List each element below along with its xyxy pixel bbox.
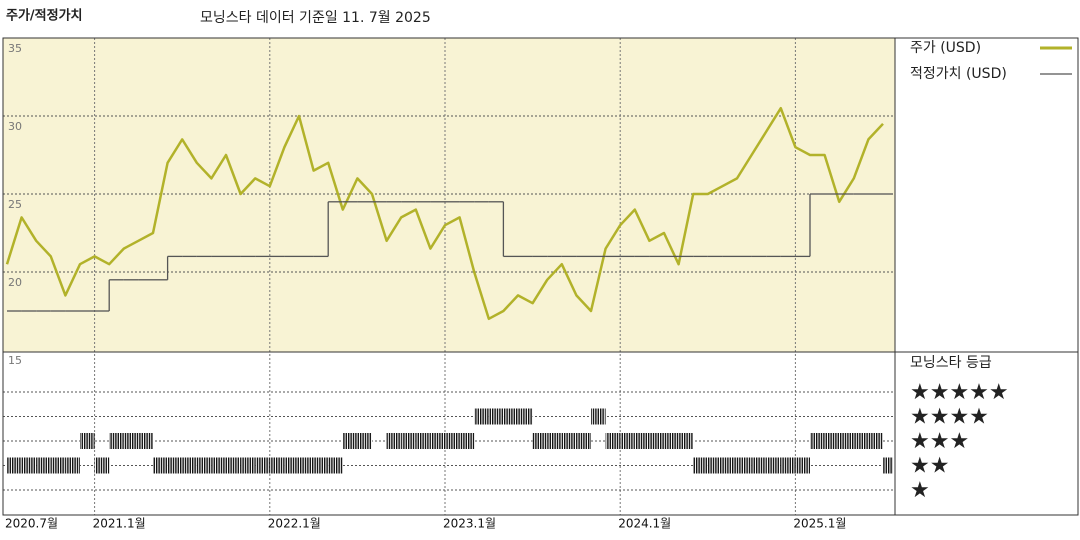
rating-bar [109,433,124,449]
chart-title: 주가/적정가치 [6,8,83,24]
x-tick-label: 2021.1월 [93,517,146,531]
rating-bar [503,408,518,425]
rating-label: ★ [910,478,930,503]
legend-label: 적정가치 (USD) [910,66,1007,82]
rating-bar [269,457,285,474]
rating-bar [386,433,402,449]
rating-bar [853,433,869,449]
rating-bar [415,433,431,449]
rating-bar [21,457,37,474]
y-tick-label: 35 [8,42,22,55]
rating-label: ★★★ [910,429,969,454]
rating-bar [167,457,183,474]
y-tick-label: 20 [8,276,22,289]
rating-label: ★★ [910,454,949,479]
rating-bar [430,433,445,449]
rating-bar [883,457,893,474]
rating-bar [649,433,664,449]
rating-bar [722,457,737,474]
rating-bar [459,433,475,449]
rating-bar [707,457,723,474]
rating-bar [605,433,621,449]
rating-bar [737,457,752,474]
rating-bar [576,433,591,449]
rating-bar [80,433,95,449]
rating-bar [123,433,139,449]
x-tick-label: 2020.7월 [5,517,58,531]
rating-bar [211,457,226,474]
rating-bar [810,433,825,449]
rating-bar [678,433,694,449]
rating-label: ★★★★ [910,405,989,430]
rating-bar [299,457,314,474]
rating-bar [488,408,504,425]
plot-background [3,38,895,352]
y-tick-label: 25 [8,198,22,211]
x-tick-label: 2022.1월 [268,517,321,531]
rating-bar [561,433,577,449]
rating-bar [196,457,212,474]
y-tick-label: 30 [8,120,22,133]
rating-bar [50,457,66,474]
chart-subtitle: 모닝스타 데이터 기준일 11. 7월 2025 [200,10,431,26]
rating-bar [342,433,358,449]
rating-title: 모닝스타 등급 [910,355,992,371]
rating-bar [780,457,796,474]
rating-bar [518,408,533,425]
rating-bar [839,433,854,449]
rating-label: ★★★★★ [910,380,1009,405]
rating-bar [284,457,299,474]
rating-bar [226,457,241,474]
rating-bar [824,433,840,449]
rating-bar [445,433,460,449]
frame [2,37,1079,516]
legend-label: 주가 (USD) [910,40,981,56]
x-tick-label: 2024.1월 [618,517,671,531]
rating-bar [240,457,256,474]
rating-bar [634,433,650,449]
rating-bar [591,408,606,425]
rating-bar [328,457,343,474]
rating-bar [255,457,270,474]
rating-bar [795,457,810,474]
rating-bar [94,457,110,474]
rating-bar [868,433,883,449]
x-tick-label: 2025.1월 [793,517,846,531]
rating-bar [182,457,197,474]
rating-bar [138,433,153,449]
rating-bar [36,457,51,474]
rating-bar [153,457,168,474]
rating-bar [693,457,708,474]
rating-bar [751,457,767,474]
rating-bar [65,457,80,474]
rating-bar [664,433,679,449]
price-line [5,106,884,321]
rating-bar [547,433,562,449]
plot-layer: 15 20 25 30 35 2020.7월 2021.1월 2022.1월 2023.1월 20… [3,38,1009,531]
rating-bar [474,408,489,425]
rating-bar [766,457,781,474]
rating-bar [313,457,329,474]
rating-bar [532,433,548,449]
rating-bar [7,457,22,474]
y-tick-label: 15 [8,354,22,367]
rating-bar [357,433,372,449]
x-tick-label: 2023.1월 [443,517,496,531]
rating-bar [620,433,635,449]
rating-bar [401,433,416,449]
